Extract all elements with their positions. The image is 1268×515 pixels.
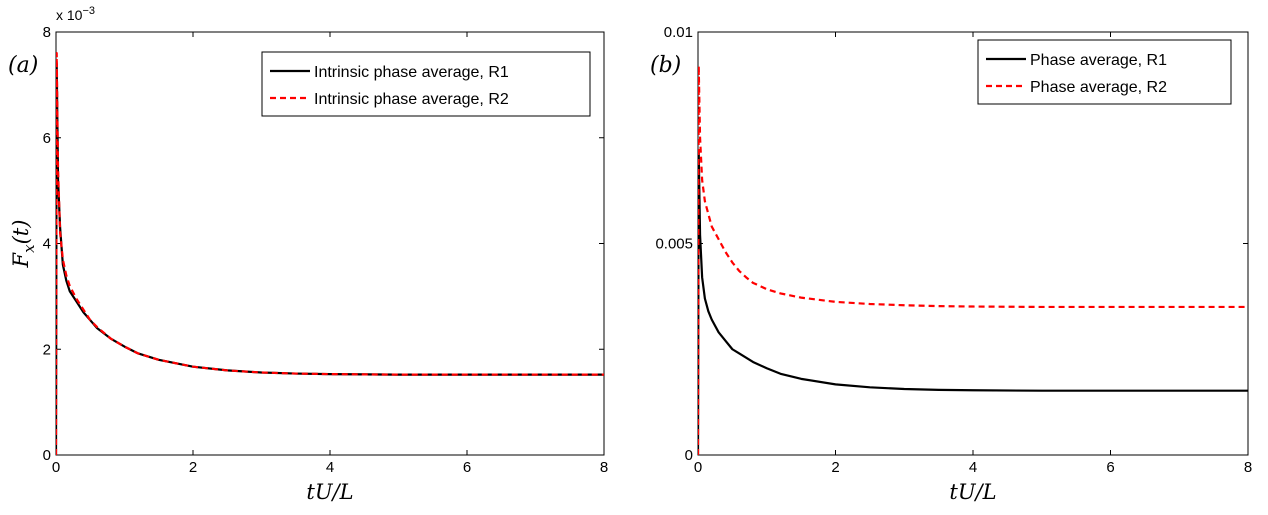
legend-label: Phase average, R1 (1030, 52, 1167, 69)
y-tick-label: 0.005 (655, 236, 693, 253)
x-tick-label: 4 (969, 459, 977, 476)
legend-label: Intrinsic phase average, R2 (314, 91, 509, 108)
series-line-2 (56, 52, 604, 455)
y-axis-label-sub: x (20, 244, 38, 253)
y-tick-label: 4 (43, 236, 51, 253)
panel-label: (b) (650, 53, 681, 78)
y-tick-label: 2 (43, 341, 51, 358)
legend-label: Phase average, R2 (1030, 79, 1167, 96)
x-tick-label: 0 (52, 459, 60, 476)
y-multiplier: x 10−3 (56, 5, 95, 23)
legend: Intrinsic phase average, R1 Intrinsic pha… (261, 51, 591, 117)
series-line-2 (698, 64, 1248, 455)
y-axis-label: Fx(t) (9, 220, 38, 269)
legend-label: Intrinsic phase average, R1 (314, 64, 509, 81)
y-tick-label: 0 (43, 447, 51, 464)
y-tick-label: 8 (43, 24, 51, 41)
panel-label: (a) (8, 53, 38, 78)
x-tick-label: 2 (189, 459, 197, 476)
series-line-1 (698, 149, 1248, 455)
x-tick-label: 8 (600, 459, 608, 476)
x-axis-label: tU/L (306, 480, 353, 504)
y-axis-label-base: F (9, 251, 33, 268)
y-axis-label-arg: (t) (9, 220, 33, 245)
y-tick-label: 0 (685, 447, 693, 464)
x-tick-label: 8 (1244, 459, 1252, 476)
y-multiplier-exponent: −3 (82, 5, 95, 17)
panel-a: 0 2 4 6 8 0 2 4 6 8 x 10−3 tU/L Fx(t) (a) Intrinsic ph… (8, 5, 608, 504)
x-tick-label: 6 (463, 459, 471, 476)
x-tick-label: 6 (1106, 459, 1114, 476)
y-tick-label: 0.01 (664, 24, 693, 41)
x-tick-label: 0 (694, 459, 702, 476)
legend: Phase average, R1 Phase average, R2 (977, 39, 1232, 105)
x-tick-label: 2 (831, 459, 839, 476)
legend-box (261, 51, 591, 117)
y-tick-label: 6 (43, 130, 51, 147)
x-tick-label: 4 (326, 459, 334, 476)
x-axis-label: tU/L (949, 480, 996, 504)
legend-box (977, 39, 1232, 105)
